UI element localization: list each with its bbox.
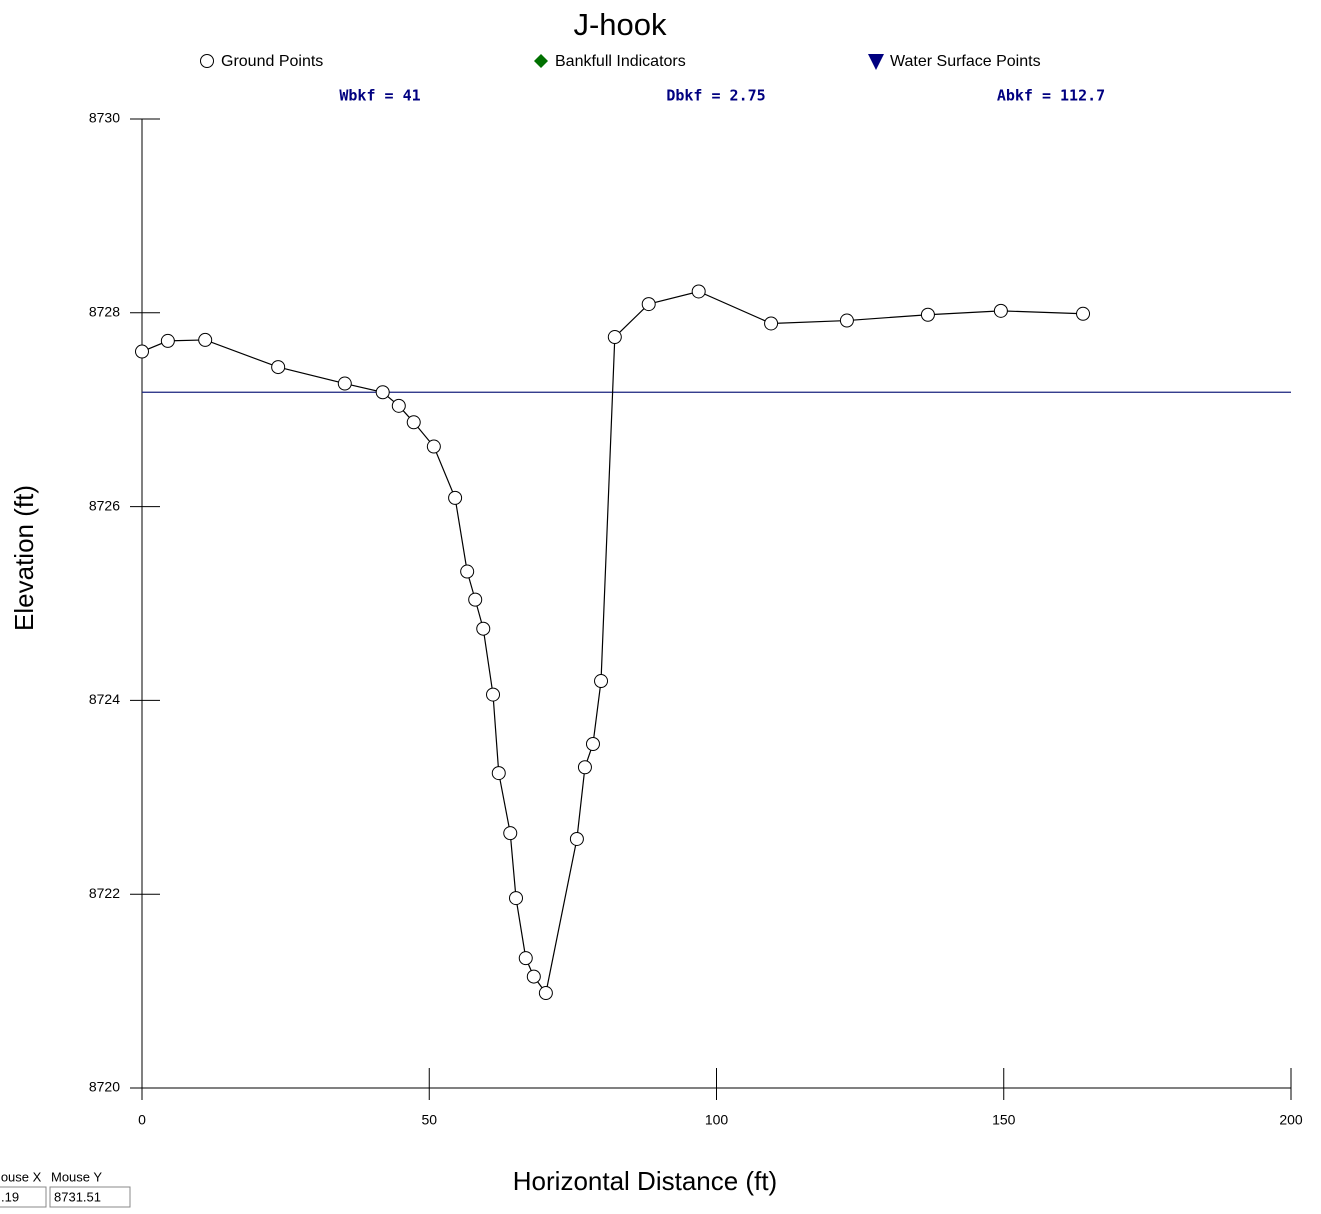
x-tick-label: 150 [992, 1112, 1016, 1128]
ground-point [839, 313, 854, 328]
ground-point [460, 564, 475, 579]
ground-point [607, 330, 622, 345]
ground-point [198, 332, 213, 347]
mouse-x-field [0, 1186, 47, 1208]
ground-point [508, 891, 523, 906]
legend-symbol [200, 54, 214, 68]
ground-point [448, 490, 463, 505]
ground-point [486, 687, 501, 702]
ground-point [920, 307, 935, 322]
ground-point [569, 831, 584, 846]
ground-point [391, 398, 406, 413]
ground-point [468, 592, 483, 607]
ground-point [538, 986, 553, 1001]
ground-point [271, 360, 286, 375]
legend-symbol [868, 54, 884, 70]
ground-point [406, 415, 421, 430]
annotation: Abkf = 112.7 [997, 87, 1105, 105]
series-line [141, 290, 1084, 995]
y-tick-label: 8726 [89, 497, 120, 513]
legend-label: Bankfull Indicators [555, 53, 686, 70]
ground-point [764, 316, 779, 331]
legend-symbol [534, 54, 548, 68]
ground-point [577, 760, 592, 775]
y-tick-label: 8722 [89, 885, 120, 901]
y-tick-label: 8720 [89, 1079, 120, 1095]
mouse-y-label: Mouse Y [51, 1169, 102, 1184]
x-tick-label: 0 [138, 1112, 146, 1128]
y-tick-label: 8730 [89, 110, 120, 126]
y-axis-label: Elevation (ft) [9, 485, 39, 631]
mouse-x-label: Mouse X [0, 1169, 42, 1184]
mouse-x-value: .19 [1, 1189, 19, 1204]
legend-label: Water Surface Points [890, 53, 1041, 70]
annotation: Wbkf = 41 [339, 87, 420, 105]
x-tick-label: 200 [1279, 1112, 1303, 1128]
ground-point [641, 297, 656, 312]
ground-point [1076, 306, 1091, 321]
ground-point [337, 376, 352, 391]
ground-point [503, 826, 518, 841]
mouse-y-field [49, 1186, 131, 1208]
ground-point [594, 674, 609, 689]
ground-point [993, 303, 1008, 318]
x-tick-label: 50 [421, 1112, 437, 1128]
status-box: Mouse X Mouse Y .19 8731.51 [0, 1169, 131, 1208]
ground-point [691, 284, 706, 299]
ground-point [526, 969, 541, 984]
annotation: Dbkf = 2.75 [666, 87, 765, 105]
ground-point [426, 439, 441, 454]
y-tick-label: 8724 [89, 691, 120, 707]
y-tick-label: 8728 [89, 304, 120, 320]
ground-point [160, 333, 175, 348]
mouse-y-value: 8731.51 [54, 1189, 101, 1204]
legend-label: Ground Points [221, 53, 323, 70]
x-axis-label: Horizontal Distance (ft) [513, 1166, 777, 1196]
ground-point [518, 951, 533, 966]
ground-point [491, 766, 506, 781]
ground-point [375, 385, 390, 400]
ground-point [585, 737, 600, 752]
chart-title: J-hook [573, 7, 667, 42]
ground-point [135, 344, 149, 359]
ground-point [476, 621, 491, 636]
x-tick-label: 100 [705, 1112, 729, 1128]
